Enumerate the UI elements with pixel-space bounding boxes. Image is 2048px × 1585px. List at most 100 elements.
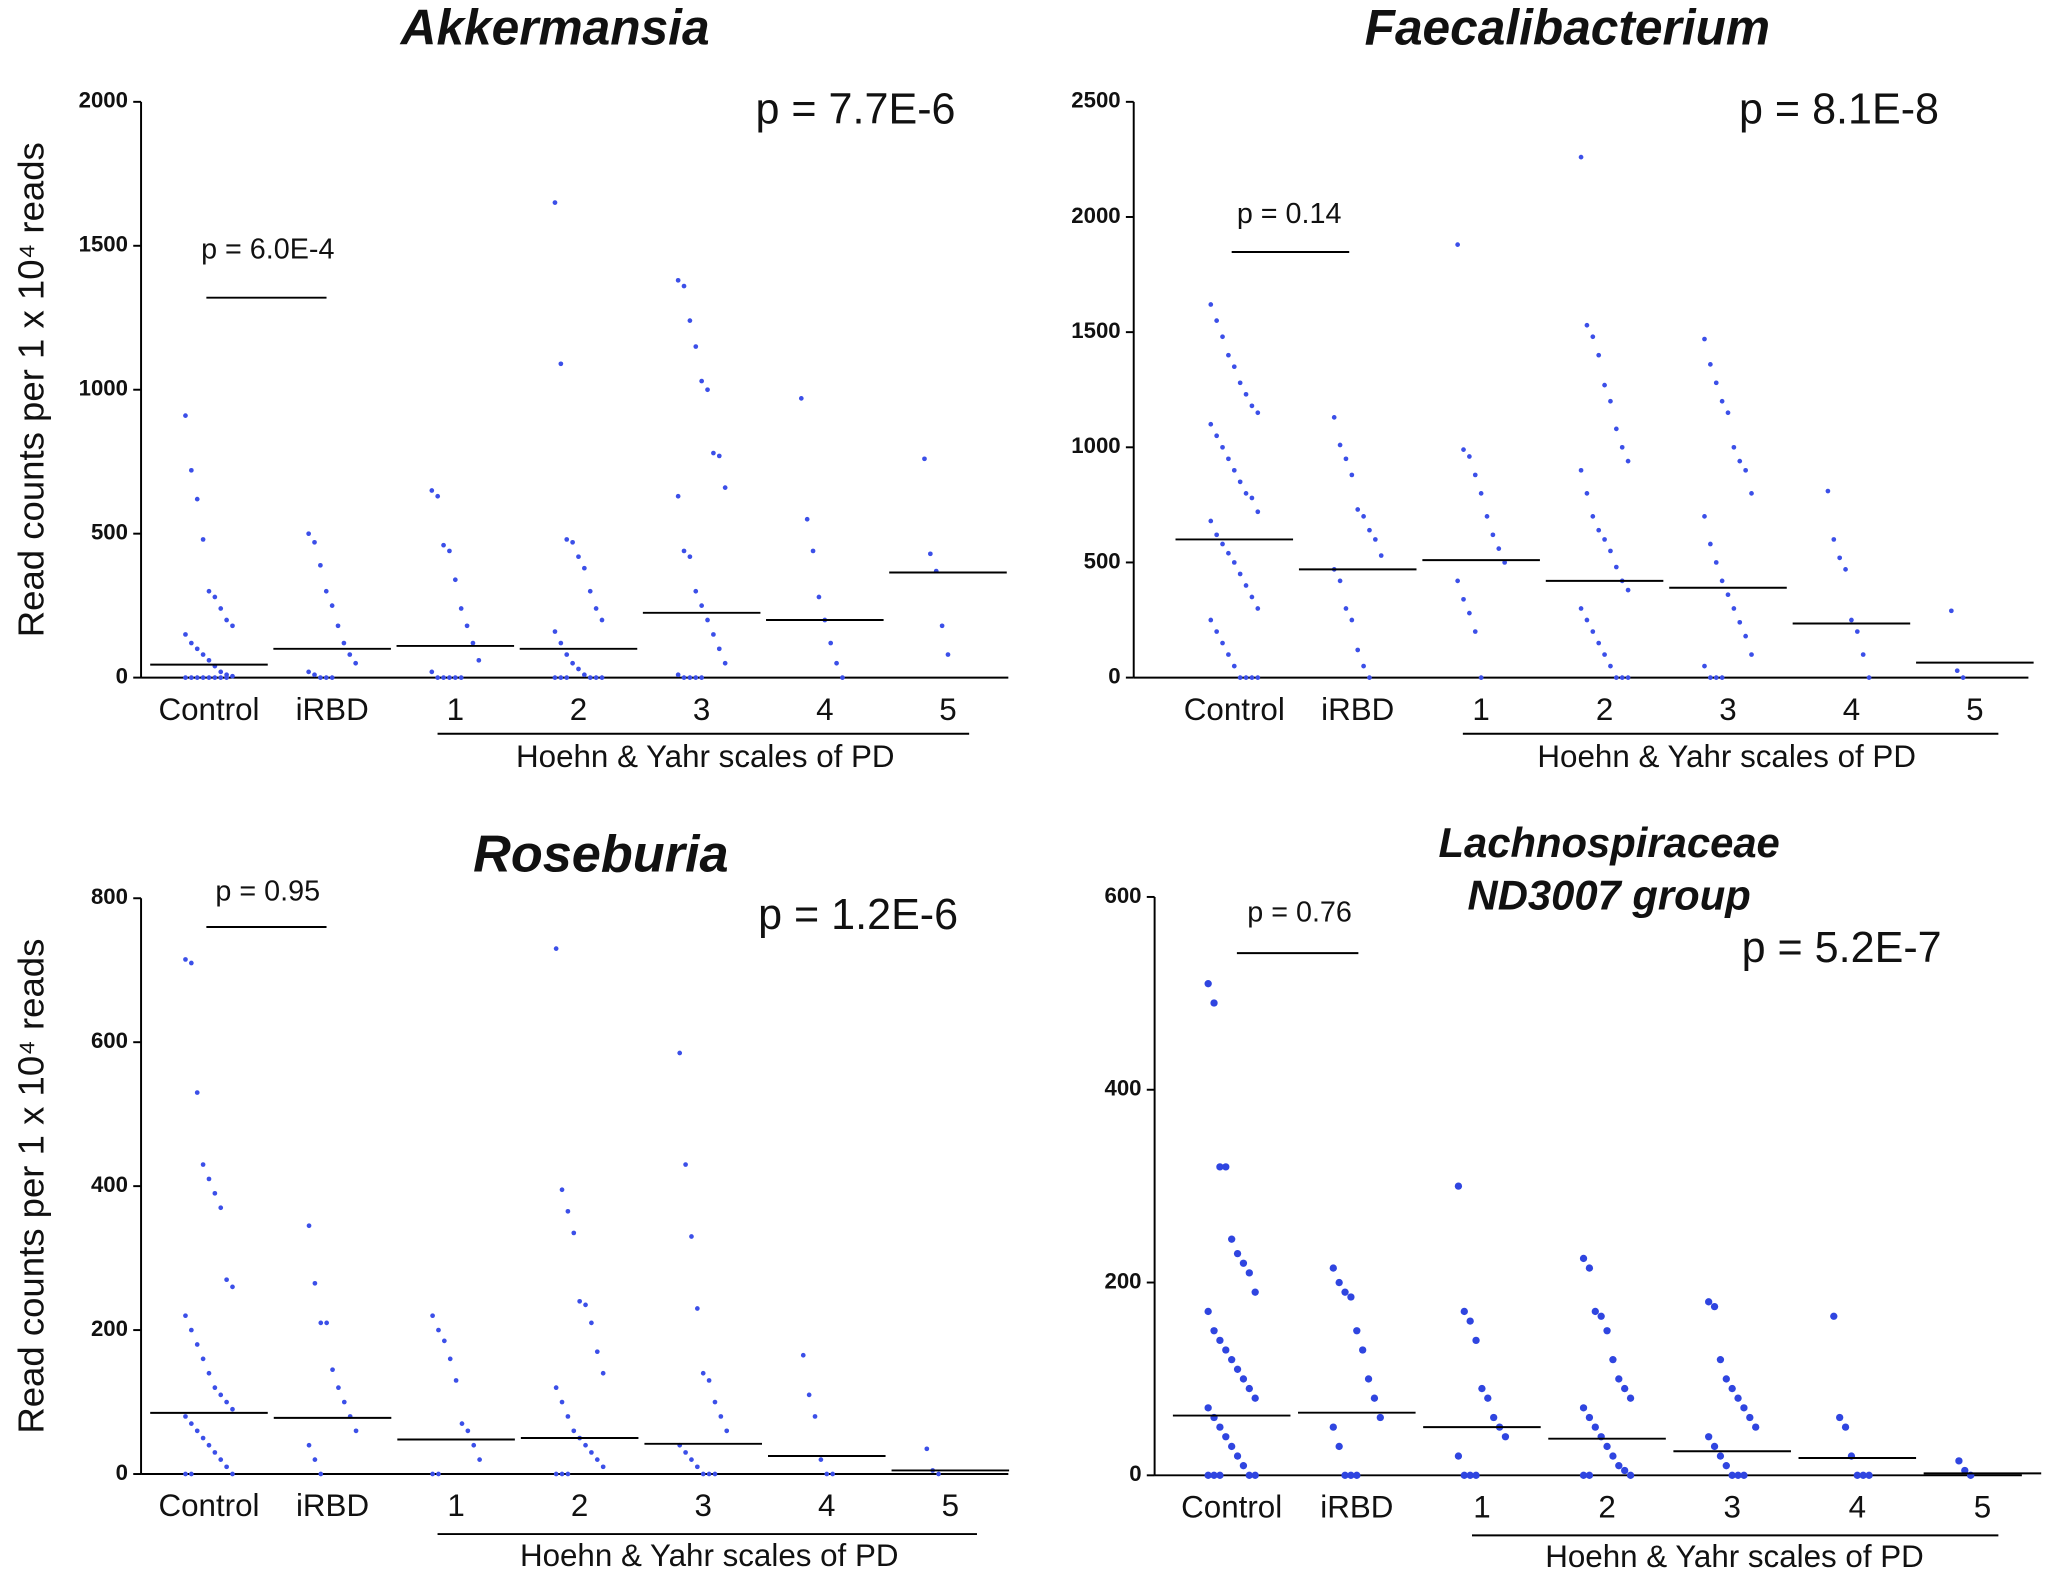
dot bbox=[1619, 444, 1625, 450]
dot bbox=[1226, 652, 1231, 657]
dot bbox=[1584, 491, 1590, 496]
dot bbox=[1249, 594, 1255, 600]
dot bbox=[1716, 1452, 1725, 1460]
x-tick-label: 3 bbox=[1723, 1490, 1740, 1525]
dot bbox=[812, 1414, 818, 1419]
dot bbox=[1245, 1269, 1253, 1277]
dot bbox=[576, 666, 581, 672]
dot bbox=[722, 485, 728, 490]
dot bbox=[1245, 1384, 1253, 1393]
dot bbox=[1841, 1423, 1850, 1431]
dot bbox=[1608, 548, 1613, 554]
group-label: Hoehn & Yahr scales of PD bbox=[1537, 739, 1916, 774]
dot bbox=[188, 1421, 194, 1426]
dot bbox=[224, 617, 229, 623]
dot bbox=[1249, 495, 1255, 501]
dot bbox=[1961, 1466, 1969, 1475]
dot bbox=[224, 1464, 229, 1470]
dot bbox=[1372, 537, 1378, 542]
dot bbox=[1584, 322, 1590, 328]
dot bbox=[1843, 567, 1848, 572]
dot bbox=[681, 675, 687, 680]
dot bbox=[312, 539, 317, 545]
x-tick-label: Control bbox=[158, 1488, 259, 1523]
dot bbox=[1228, 1355, 1236, 1364]
dot bbox=[564, 537, 570, 542]
x-tick-label: iRBD bbox=[1321, 692, 1394, 727]
dot bbox=[306, 669, 311, 675]
dot bbox=[1866, 675, 1872, 680]
dot bbox=[724, 1428, 730, 1434]
dot bbox=[1255, 509, 1261, 515]
dot bbox=[436, 1471, 441, 1477]
dot bbox=[824, 1471, 830, 1477]
dot bbox=[1378, 553, 1384, 558]
dot bbox=[1208, 518, 1214, 524]
dot bbox=[1220, 541, 1225, 547]
dot bbox=[1347, 1293, 1355, 1301]
dot bbox=[194, 675, 200, 680]
dot bbox=[230, 673, 235, 679]
y-tick-label: 800 bbox=[91, 884, 128, 909]
dot bbox=[188, 960, 194, 966]
dot bbox=[1208, 302, 1214, 307]
dot bbox=[675, 277, 681, 283]
dot bbox=[693, 344, 699, 349]
dot bbox=[1231, 663, 1237, 669]
y-tick-label: 200 bbox=[1105, 1268, 1142, 1293]
dot bbox=[711, 632, 716, 637]
dot bbox=[806, 1392, 812, 1398]
dot bbox=[718, 1414, 724, 1419]
dot bbox=[1341, 1288, 1349, 1296]
dot bbox=[194, 1428, 200, 1434]
dot bbox=[1237, 675, 1243, 680]
dot bbox=[939, 623, 945, 629]
dot bbox=[464, 623, 470, 629]
dot bbox=[945, 652, 951, 657]
x-tick-label: 1 bbox=[1473, 1490, 1490, 1525]
dot bbox=[582, 672, 587, 678]
dot bbox=[1329, 1423, 1337, 1431]
p-pairwise: p = 0.14 bbox=[1237, 198, 1342, 230]
dot bbox=[1255, 675, 1261, 680]
dot bbox=[1716, 1355, 1725, 1364]
y-tick-label: 1000 bbox=[1071, 433, 1120, 458]
dot bbox=[353, 1428, 359, 1434]
dot bbox=[1496, 546, 1502, 551]
dot bbox=[1228, 1442, 1236, 1451]
dot bbox=[693, 588, 699, 594]
dot bbox=[587, 675, 593, 680]
dot bbox=[183, 957, 188, 962]
dot bbox=[1713, 560, 1719, 565]
chart-title: ND3007 group bbox=[1468, 871, 1751, 918]
dot bbox=[558, 675, 564, 680]
dot bbox=[571, 1428, 577, 1434]
dot bbox=[1255, 606, 1261, 611]
dot bbox=[1613, 675, 1619, 680]
dot bbox=[1353, 1327, 1361, 1335]
dot bbox=[1239, 1375, 1248, 1383]
dot bbox=[224, 1399, 229, 1405]
dot bbox=[1713, 675, 1719, 680]
dot bbox=[1746, 1413, 1754, 1422]
dot bbox=[1591, 1423, 1599, 1431]
dot bbox=[1214, 433, 1220, 439]
dot bbox=[447, 548, 452, 554]
dot bbox=[1713, 380, 1719, 386]
dot bbox=[1216, 1336, 1224, 1345]
dot bbox=[699, 675, 704, 680]
dot bbox=[218, 1205, 224, 1211]
dot bbox=[188, 675, 194, 680]
dot bbox=[1859, 1471, 1867, 1479]
dot bbox=[1719, 578, 1725, 584]
p-pairwise: p = 6.0E-4 bbox=[201, 233, 334, 265]
dot bbox=[1719, 398, 1725, 404]
x-tick-label: 4 bbox=[816, 692, 833, 727]
dot bbox=[552, 629, 558, 634]
y-tick-label: 500 bbox=[91, 520, 128, 545]
dot bbox=[1737, 619, 1743, 625]
dot bbox=[218, 1392, 224, 1398]
dot bbox=[458, 675, 464, 680]
dot bbox=[1740, 1404, 1748, 1412]
dot bbox=[1854, 629, 1860, 634]
